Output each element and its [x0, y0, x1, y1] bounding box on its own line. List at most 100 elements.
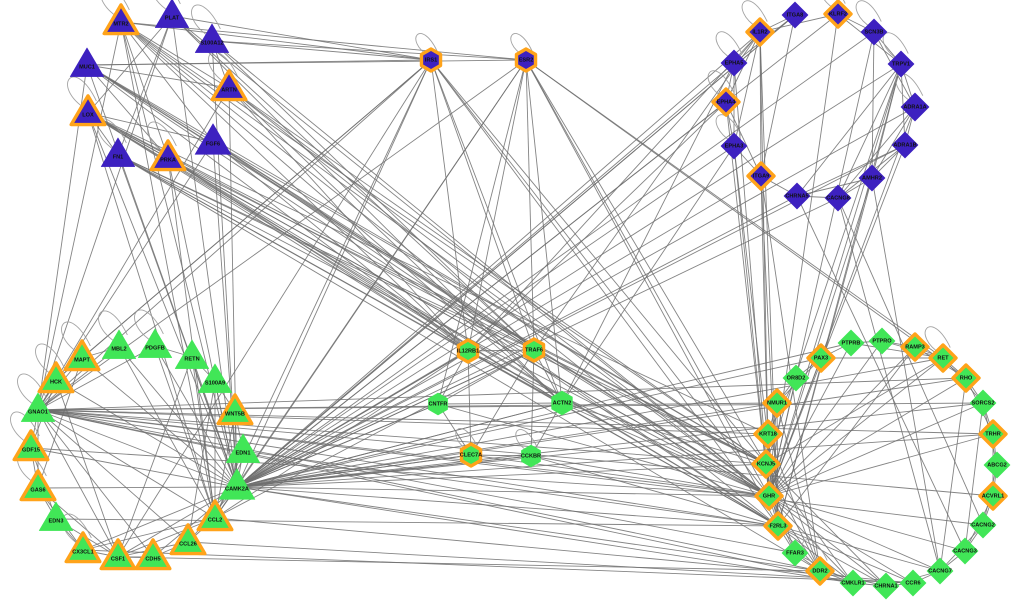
graph-node[interactable]: ARTN [210, 69, 248, 102]
graph-node[interactable]: MBL2 [101, 329, 137, 359]
node-diamond-shape[interactable] [746, 161, 776, 191]
node-triangle-shape[interactable] [99, 538, 137, 571]
node-hexagon-shape[interactable] [419, 47, 443, 73]
node-triangle-shape[interactable] [69, 47, 105, 77]
node-diamond-shape[interactable] [754, 481, 784, 511]
node-diamond-shape[interactable] [928, 343, 958, 373]
node-diamond-shape[interactable] [781, 539, 809, 567]
node-triangle-shape[interactable] [101, 329, 137, 359]
graph-node[interactable]: MTR2 [102, 3, 140, 36]
node-triangle-shape[interactable] [197, 363, 233, 393]
node-diamond-shape[interactable] [782, 364, 810, 392]
node-hexagon-shape[interactable] [456, 338, 480, 364]
node-triangle-shape[interactable] [19, 469, 57, 502]
node-triangle-shape[interactable] [149, 139, 187, 172]
graph-node[interactable]: ACVRL1 [978, 481, 1008, 511]
node-diamond-shape[interactable] [951, 363, 981, 393]
graph-node[interactable]: PTPRB [837, 329, 865, 357]
node-triangle-shape[interactable] [134, 538, 172, 571]
node-diamond-shape[interactable] [978, 481, 1008, 511]
node-diamond-shape[interactable] [839, 569, 867, 597]
node-diamond-shape[interactable] [745, 17, 775, 47]
node-diamond-shape[interactable] [806, 343, 836, 373]
node-diamond-shape[interactable] [900, 92, 930, 122]
node-triangle-shape[interactable] [137, 328, 173, 358]
graph-node[interactable]: CCR6 [899, 569, 927, 597]
graph-node[interactable]: ITGA8 [781, 1, 809, 29]
node-hexagon-shape[interactable] [428, 392, 448, 416]
graph-node[interactable]: MUC1 [69, 47, 105, 77]
node-triangle-shape[interactable] [69, 94, 107, 127]
node-diamond-shape[interactable] [783, 182, 811, 210]
node-triangle-shape[interactable] [196, 499, 234, 532]
graph-node[interactable]: TRAF6 [522, 337, 546, 363]
node-diamond-shape[interactable] [887, 50, 915, 78]
node-triangle-shape[interactable] [174, 339, 210, 369]
graph-node[interactable]: ABCG2 [983, 451, 1011, 479]
node-diamond-shape[interactable] [983, 451, 1011, 479]
node-diamond-shape[interactable] [711, 87, 741, 117]
node-triangle-shape[interactable] [225, 433, 261, 463]
node-diamond-shape[interactable] [824, 184, 852, 212]
node-triangle-shape[interactable] [12, 429, 50, 462]
node-diamond-shape[interactable] [805, 556, 835, 586]
node-diamond-shape[interactable] [860, 18, 888, 46]
node-triangle-shape[interactable] [37, 361, 75, 394]
node-diamond-shape[interactable] [969, 389, 997, 417]
node-diamond-shape[interactable] [720, 132, 748, 160]
node-diamond-shape[interactable] [720, 49, 748, 77]
node-triangle-shape[interactable] [38, 501, 74, 531]
node-triangle-shape[interactable] [210, 69, 248, 102]
node-diamond-shape[interactable] [762, 388, 792, 418]
node-diamond-shape[interactable] [951, 537, 979, 565]
node-diamond-shape[interactable] [891, 131, 919, 159]
node-triangle-shape[interactable] [100, 137, 136, 167]
graph-node[interactable]: CDH5 [134, 538, 172, 571]
node-diamond-shape[interactable] [969, 511, 997, 539]
graph-node[interactable]: ITGA9 [746, 161, 776, 191]
graph-node[interactable]: GDF15 [12, 429, 50, 462]
node-hexagon-shape[interactable] [522, 337, 546, 363]
node-triangle-shape[interactable] [20, 392, 56, 422]
graph-node[interactable]: IL12RB1 [456, 338, 480, 364]
node-diamond-shape[interactable] [837, 329, 865, 357]
node-triangle-shape[interactable] [64, 531, 102, 564]
node-triangle-shape[interactable] [102, 3, 140, 36]
node-diamond-shape[interactable] [751, 449, 781, 479]
graph-node[interactable]: CLEC7A [459, 442, 483, 468]
graph-node[interactable]: TRHR [978, 419, 1008, 449]
node-hexagon-shape[interactable] [551, 390, 573, 416]
graph-node[interactable]: ACTN2 [551, 390, 573, 416]
node-triangle-shape[interactable] [216, 393, 254, 426]
node-diamond-shape[interactable] [978, 419, 1008, 449]
graph-node[interactable]: RHO [951, 363, 981, 393]
node-diamond-shape[interactable] [823, 0, 853, 29]
node-hexagon-shape[interactable] [521, 444, 541, 468]
node-diamond-shape[interactable] [763, 511, 793, 541]
node-hexagon-shape[interactable] [514, 47, 538, 73]
graph-node[interactable]: GAS6 [19, 469, 57, 502]
node-diamond-shape[interactable] [926, 557, 954, 585]
graph-node[interactable]: EDN3 [38, 501, 74, 531]
node-triangle-shape[interactable] [154, 0, 190, 28]
graph-node[interactable]: PDGFB [137, 328, 173, 358]
node-triangle-shape[interactable] [194, 123, 232, 155]
node-diamond-shape[interactable] [899, 569, 927, 597]
node-diamond-shape[interactable] [872, 572, 900, 600]
graph-node[interactable]: ESR2 [514, 47, 538, 73]
node-hexagon-shape[interactable] [459, 442, 483, 468]
graph-node[interactable]: IRS1 [419, 47, 443, 73]
graph-node[interactable]: FN1 [100, 137, 136, 167]
graph-node[interactable]: PTPRO [868, 327, 896, 355]
node-diamond-shape[interactable] [900, 332, 930, 362]
node-diamond-shape[interactable] [868, 327, 896, 355]
graph-node[interactable]: WNT5B [216, 393, 254, 426]
node-diamond-shape[interactable] [781, 1, 809, 29]
node-triangle-shape[interactable] [218, 468, 256, 500]
node-diamond-shape[interactable] [753, 419, 783, 449]
node-diamond-shape[interactable] [858, 164, 886, 192]
node-triangle-shape[interactable] [63, 339, 101, 372]
